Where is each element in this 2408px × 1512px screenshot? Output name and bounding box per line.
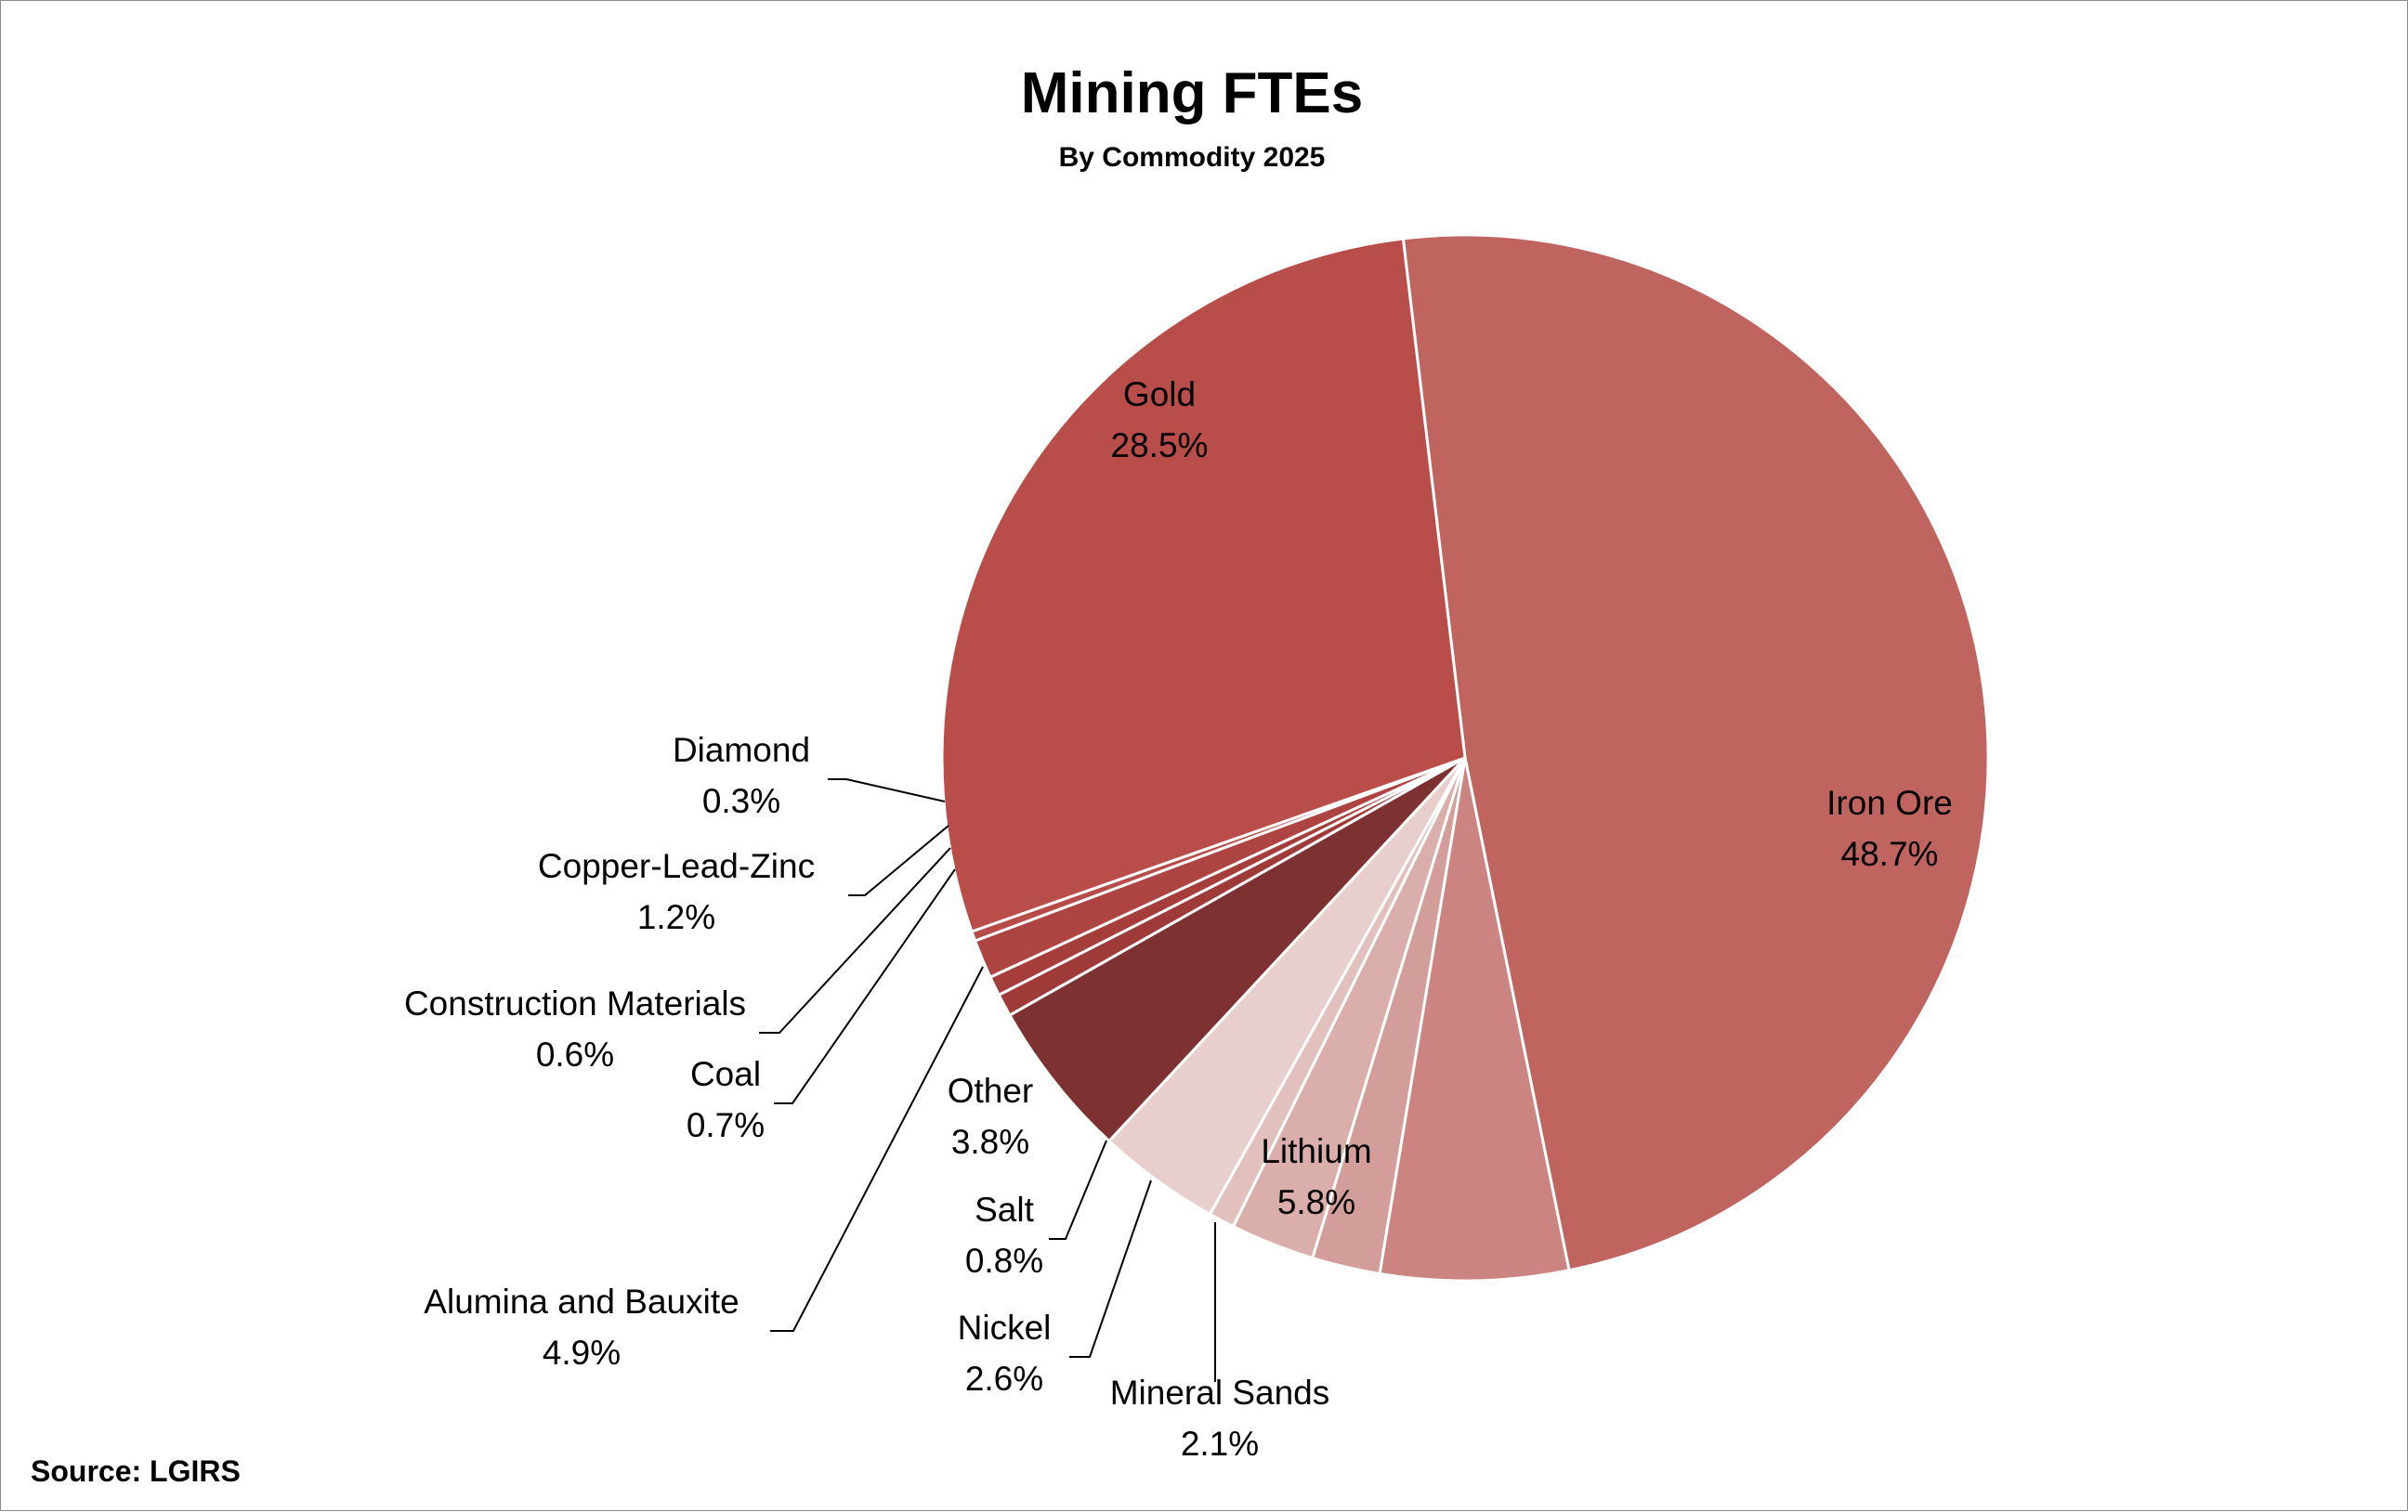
category-label: Lithium — [1261, 1132, 1371, 1170]
slice-gold — [940, 237, 1467, 933]
slice-iron-ore — [1401, 233, 1990, 1272]
category-label: Alumina and Bauxite — [424, 1283, 739, 1321]
data-label-construction-materials: Construction Materials 0.6% — [404, 984, 746, 1074]
data-label-alumina-and-bauxite: Alumina and Bauxite 4.9% — [424, 1283, 739, 1372]
percentage-label: 48.7% — [1841, 835, 1939, 873]
source-note: Source: LGIRS — [31, 1454, 241, 1488]
percentage-label: 0.6% — [536, 1036, 614, 1074]
chart-subtitle: By Commodity 2025 — [1059, 142, 1326, 173]
data-label-copper-lead-zinc: Copper-Lead-Zinc 1.2% — [538, 847, 815, 936]
percentage-label: 2.6% — [965, 1360, 1043, 1398]
leader-line-copper-lead-zinc — [848, 825, 949, 896]
category-label: Mineral Sands — [1110, 1374, 1330, 1412]
slice-alumina-and-bauxite — [1007, 756, 1467, 1143]
category-label: Iron Ore — [1826, 784, 1953, 822]
data-label-diamond: Diamond 0.3% — [673, 731, 810, 820]
leader-lines — [759, 778, 1216, 1382]
leader-line-construction-materials — [759, 847, 951, 1034]
category-label: Gold — [1123, 375, 1196, 413]
percentage-label: 2.1% — [1181, 1425, 1259, 1463]
category-label: Copper-Lead-Zinc — [538, 847, 815, 885]
percentage-label: 28.5% — [1111, 426, 1209, 464]
leader-line-alumina-and-bauxite — [770, 966, 984, 1332]
data-label-mineral-sands: Mineral Sands 2.1% — [1110, 1374, 1330, 1463]
leader-line-diamond — [828, 778, 946, 802]
category-label: Diamond — [673, 731, 810, 769]
data-label-lithium: Lithium 5.8% — [1261, 1132, 1371, 1221]
slice-labels: Iron Ore 48.7% Lithium 5.8% Mineral Sands 2.1… — [404, 375, 1953, 1463]
category-label: Other — [948, 1072, 1034, 1110]
percentage-label: 0.3% — [702, 782, 780, 820]
percentage-label: 4.9% — [543, 1334, 621, 1372]
data-label-nickel: Nickel 2.6% — [958, 1309, 1052, 1398]
category-label: Nickel — [958, 1309, 1052, 1347]
data-label-salt: Salt 0.8% — [965, 1191, 1043, 1280]
leader-line-coal — [774, 868, 956, 1104]
percentage-label: 5.8% — [1277, 1183, 1355, 1221]
data-label-coal: Coal 0.7% — [687, 1055, 765, 1144]
percentage-label: 0.8% — [965, 1242, 1043, 1280]
leader-line-nickel — [1069, 1180, 1152, 1358]
category-label: Salt — [975, 1191, 1034, 1229]
percentage-label: 1.2% — [637, 898, 715, 936]
chart-title: Mining FTEs — [1021, 61, 1364, 125]
category-label: Construction Materials — [404, 984, 746, 1023]
slice-lithium — [1378, 757, 1571, 1283]
data-label-gold: Gold 28.5% — [1111, 375, 1209, 464]
percentage-label: 3.8% — [951, 1123, 1029, 1161]
pie-slices — [940, 233, 1990, 1283]
category-label: Coal — [690, 1055, 761, 1093]
data-label-iron-ore: Iron Ore 48.7% — [1826, 784, 1953, 873]
data-label-other: Other 3.8% — [948, 1072, 1034, 1161]
percentage-label: 0.7% — [687, 1106, 765, 1144]
leader-line-salt — [1049, 1140, 1107, 1240]
